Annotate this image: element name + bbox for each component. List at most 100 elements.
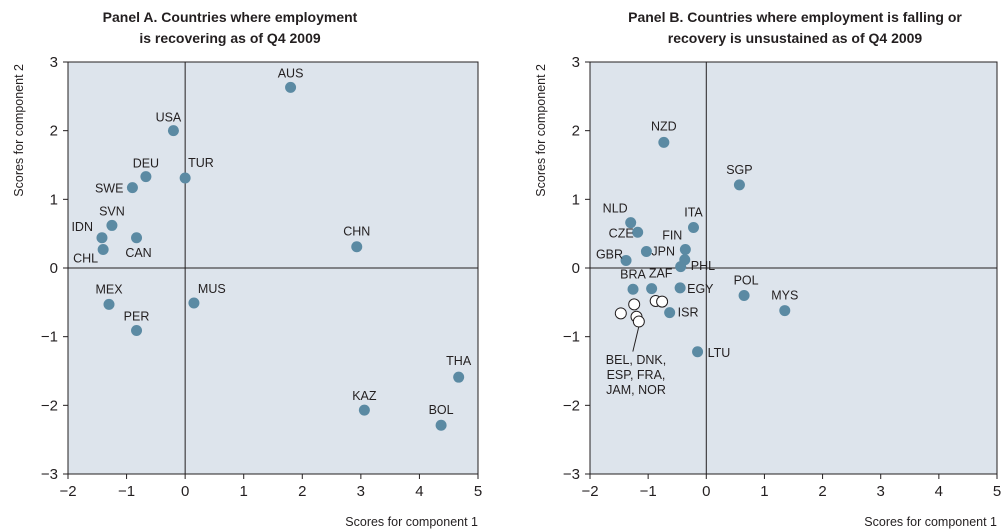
panel-b-x-tick-label: 5 <box>993 483 1001 500</box>
panel-a-point-label: BOL <box>429 403 454 417</box>
panel-b-title-line-2: recovery is unsustained as of Q4 2009 <box>668 30 923 46</box>
panel-a-point-label: MUS <box>198 282 226 296</box>
panel-b-open-point <box>628 298 641 311</box>
panel-a-point <box>131 324 143 336</box>
panel-a-y-tick-label: 2 <box>50 123 58 140</box>
panel-b-point <box>779 305 791 317</box>
panel-a-point <box>106 219 118 231</box>
panel-b-x-tick-label: 4 <box>935 483 943 500</box>
panel-b-title-line-1: Panel B. Countries where employment is f… <box>628 9 962 25</box>
panel-a-x-tick-label: 4 <box>415 483 423 500</box>
panel-a-point-label: IDN <box>71 220 93 234</box>
panel-a-point-label: USA <box>156 111 182 125</box>
panel-a-y-tick-label: 0 <box>50 260 58 277</box>
panel-a-point <box>351 241 363 253</box>
panel-a-point-label: TUR <box>188 156 214 170</box>
panel-b-point-label: ISR <box>678 306 699 320</box>
panel-b-point-label: BRA <box>620 267 646 281</box>
panel-b-point <box>620 254 632 266</box>
panel-b-point <box>675 261 687 273</box>
panel-a-point <box>140 171 152 183</box>
panel-b-x-tick-label: 0 <box>702 483 710 500</box>
panel-b-open-points-leader <box>632 326 640 352</box>
panel-a-point-label: CHN <box>343 225 370 239</box>
panel-b-point <box>664 307 676 319</box>
panel-a-x-tick-label: 2 <box>298 483 306 500</box>
panel-b-open-points-label-line: JAM, NOR <box>606 383 666 397</box>
panel-b-y-axis-label: Scores for component 2 <box>534 64 548 197</box>
panel-b-point <box>625 217 637 229</box>
panel-b-open-point <box>614 307 627 320</box>
panel-b-x-tick-label: 1 <box>760 483 768 500</box>
panel-b-point <box>674 282 686 294</box>
panel-b-point <box>640 246 652 258</box>
panel-b-x-tick-label: −2 <box>581 483 598 500</box>
panel-a-y-tick-label: 3 <box>50 54 58 71</box>
panel-a-x-tick-label: −2 <box>59 483 76 500</box>
panel-b-point-label: NZD <box>651 119 677 133</box>
panel-a-point-label: MEX <box>95 282 123 296</box>
panel-a-point <box>96 232 108 244</box>
panel-b-point-label: PHL <box>691 259 715 273</box>
panel-a-y-tick-label: 1 <box>50 191 58 208</box>
panel-a-x-tick-label: −1 <box>118 483 135 500</box>
panel-a-title-line-2: is recovering as of Q4 2009 <box>139 30 321 46</box>
panel-b-point <box>733 179 745 191</box>
panel-b-point <box>658 136 670 148</box>
panel-b-x-tick-label: −1 <box>640 483 657 500</box>
panel-a-point-label: SVN <box>99 204 125 218</box>
panel-a-point <box>435 419 447 431</box>
panel-b-open-points-label-line: BEL, DNK, <box>606 353 666 367</box>
panel-a-point <box>285 81 297 93</box>
panel-b-open-points-label-line: ESP, FRA, <box>607 368 666 382</box>
panel-a-y-tick-label: −2 <box>41 397 58 414</box>
panel-a-point-label: THA <box>446 354 472 368</box>
panel-b-y-tick-label: 3 <box>572 54 580 71</box>
panel-a-point <box>453 371 465 383</box>
panel-b-point <box>738 289 750 301</box>
panel-b-y-tick-label: 1 <box>572 191 580 208</box>
panel-a-point-label: SWE <box>95 182 123 196</box>
panel-b-x-axis-label: Scores for component 1 <box>864 515 997 529</box>
panel-b-point <box>687 221 699 233</box>
panel-a-point <box>179 172 191 184</box>
panel-b-y-tick-label: 2 <box>572 123 580 140</box>
panel-a-point <box>103 298 115 310</box>
panel-a-point <box>167 125 179 137</box>
panel-b-y-tick-label: −1 <box>563 329 580 346</box>
panel-a-x-axis-label: Scores for component 1 <box>345 515 478 529</box>
panel-b-open-point <box>656 295 669 308</box>
panel-b-point-label: JPN <box>651 245 675 259</box>
panel-b-point <box>679 243 691 255</box>
panel-a-x-tick-label: 5 <box>474 483 482 500</box>
panel-a-point-label: PER <box>124 309 150 323</box>
panel-b-y-tick-label: 0 <box>572 260 580 277</box>
panel-a-title-line-1: Panel A. Countries where employment <box>103 9 358 25</box>
panel-b-point-label: EGY <box>687 282 714 296</box>
panel-a-x-tick-label: 1 <box>240 483 248 500</box>
panel-a-point <box>188 297 200 309</box>
panel-a-point <box>97 243 109 255</box>
panel-b-x-tick-label: 3 <box>877 483 885 500</box>
panel-a-y-axis-label: Scores for component 2 <box>12 64 26 197</box>
panel-a-y-tick-label: −1 <box>41 329 58 346</box>
panel-b-point-label: MYS <box>771 289 798 303</box>
panel-a-x-tick-label: 3 <box>357 483 365 500</box>
panel-a-point-label: CHL <box>73 251 98 265</box>
panel-b-point-label: SGP <box>726 163 752 177</box>
panel-b-y-tick-label: −2 <box>563 397 580 414</box>
panel-a-point-label: DEU <box>133 157 159 171</box>
panel-a-point <box>358 404 370 416</box>
panel-a-point-label: AUS <box>278 66 304 80</box>
panel-b-point-label: ZAF <box>649 267 673 281</box>
panel-a-point <box>131 232 143 244</box>
panel-a-point-label: KAZ <box>352 389 377 403</box>
panel-b-point-label: FIN <box>662 228 682 242</box>
panel-b-point-label: GBR <box>596 247 623 261</box>
panel-b-y-tick-label: −3 <box>563 466 580 483</box>
panel-a-x-tick-label: 0 <box>181 483 189 500</box>
panel-b-point-label: LTU <box>708 346 731 360</box>
panel-b-point <box>692 346 704 358</box>
panel-b-point-label: ITA <box>684 205 703 219</box>
